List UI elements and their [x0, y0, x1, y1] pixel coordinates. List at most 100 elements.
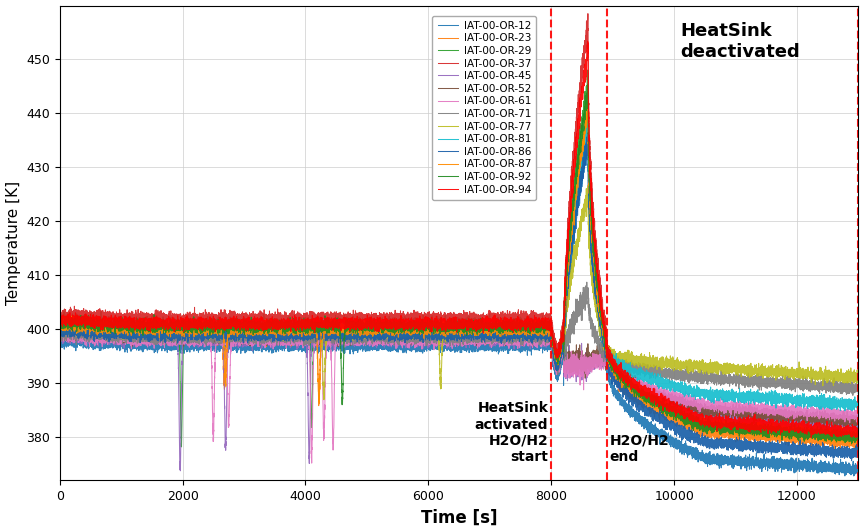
IAT-00-OR-61	[173, 336, 183, 343]
Line: IAT-00-OR-81: IAT-00-OR-81	[60, 120, 859, 411]
IAT-00-OR-61	[55, 325, 66, 331]
IAT-00-OR-86	[418, 332, 429, 338]
IAT-00-OR-87	[329, 322, 340, 328]
IAT-00-OR-86	[854, 447, 864, 454]
IAT-00-OR-92	[854, 430, 864, 436]
IAT-00-OR-37	[54, 316, 65, 322]
IAT-00-OR-81	[840, 408, 850, 414]
IAT-00-OR-77	[319, 396, 329, 403]
IAT-00-OR-37	[329, 311, 340, 318]
IAT-00-OR-12	[582, 129, 593, 136]
IAT-00-OR-29	[787, 424, 797, 430]
IAT-00-OR-87	[786, 433, 797, 439]
IAT-00-OR-86	[423, 327, 434, 334]
IAT-00-OR-94	[854, 425, 864, 431]
Line: IAT-00-OR-37: IAT-00-OR-37	[60, 14, 859, 439]
Line: IAT-00-OR-52: IAT-00-OR-52	[60, 326, 859, 429]
Y-axis label: Temperature [K]: Temperature [K]	[5, 181, 21, 305]
IAT-00-OR-45	[423, 336, 434, 343]
IAT-00-OR-12	[854, 470, 864, 476]
IAT-00-OR-94	[418, 319, 429, 325]
IAT-00-OR-37	[418, 314, 429, 321]
IAT-00-OR-23	[329, 334, 340, 340]
IAT-00-OR-92	[847, 440, 857, 447]
IAT-00-OR-45	[329, 341, 340, 347]
IAT-00-OR-37	[582, 11, 593, 17]
IAT-00-OR-77	[787, 371, 797, 378]
IAT-00-OR-77	[418, 327, 429, 334]
IAT-00-OR-45	[161, 336, 171, 342]
IAT-00-OR-29	[172, 320, 182, 326]
IAT-00-OR-94	[161, 322, 171, 329]
IAT-00-OR-81	[418, 323, 429, 330]
IAT-00-OR-29	[176, 444, 187, 450]
IAT-00-OR-81	[161, 325, 171, 331]
IAT-00-OR-77	[161, 331, 171, 337]
IAT-00-OR-52	[423, 335, 434, 342]
IAT-00-OR-61	[329, 370, 340, 377]
IAT-00-OR-92	[329, 328, 340, 334]
IAT-00-OR-12	[54, 338, 65, 345]
IAT-00-OR-37	[786, 426, 797, 432]
Text: H2O/H2
end: H2O/H2 end	[610, 434, 670, 464]
IAT-00-OR-71	[848, 392, 858, 398]
IAT-00-OR-29	[423, 322, 434, 329]
IAT-00-OR-94	[423, 319, 434, 325]
IAT-00-OR-87	[844, 441, 854, 447]
IAT-00-OR-37	[172, 313, 182, 319]
IAT-00-OR-23	[583, 107, 594, 114]
IAT-00-OR-81	[172, 327, 182, 334]
IAT-00-OR-45	[172, 344, 182, 351]
Line: IAT-00-OR-12: IAT-00-OR-12	[60, 132, 859, 476]
IAT-00-OR-87	[854, 431, 864, 438]
IAT-00-OR-45	[270, 327, 281, 334]
IAT-00-OR-92	[418, 319, 429, 325]
IAT-00-OR-77	[172, 331, 182, 338]
IAT-00-OR-37	[161, 314, 171, 321]
IAT-00-OR-71	[161, 334, 171, 340]
IAT-00-OR-61	[54, 334, 65, 340]
IAT-00-OR-92	[582, 81, 593, 87]
IAT-00-OR-77	[423, 330, 434, 336]
IAT-00-OR-12	[418, 339, 429, 345]
IAT-00-OR-23	[418, 332, 429, 339]
IAT-00-OR-87	[161, 319, 171, 326]
IAT-00-OR-87	[582, 98, 593, 105]
IAT-00-OR-29	[854, 428, 864, 435]
IAT-00-OR-71	[172, 335, 182, 341]
IAT-00-OR-87	[54, 323, 65, 329]
IAT-00-OR-45	[54, 332, 65, 338]
IAT-00-OR-81	[423, 327, 434, 333]
IAT-00-OR-12	[172, 344, 182, 350]
IAT-00-OR-29	[54, 320, 65, 327]
IAT-00-OR-12	[848, 473, 859, 479]
Line: IAT-00-OR-92: IAT-00-OR-92	[60, 84, 859, 444]
IAT-00-OR-94	[54, 316, 65, 322]
Text: HeatSink
deactivated: HeatSink deactivated	[680, 22, 800, 61]
Line: IAT-00-OR-87: IAT-00-OR-87	[60, 102, 859, 444]
IAT-00-OR-81	[854, 402, 864, 408]
IAT-00-OR-29	[418, 323, 429, 330]
Line: IAT-00-OR-29: IAT-00-OR-29	[60, 70, 859, 447]
IAT-00-OR-81	[329, 328, 340, 335]
IAT-00-OR-86	[786, 448, 797, 454]
IAT-00-OR-87	[172, 327, 182, 334]
Line: IAT-00-OR-23: IAT-00-OR-23	[60, 111, 859, 450]
IAT-00-OR-87	[418, 329, 429, 335]
IAT-00-OR-45	[787, 419, 797, 426]
IAT-00-OR-52	[80, 323, 91, 329]
IAT-00-OR-92	[172, 324, 182, 330]
IAT-00-OR-92	[786, 433, 797, 439]
IAT-00-OR-29	[329, 322, 340, 328]
Line: IAT-00-OR-94: IAT-00-OR-94	[60, 41, 859, 438]
IAT-00-OR-71	[329, 334, 340, 340]
IAT-00-OR-77	[54, 320, 65, 326]
IAT-00-OR-52	[848, 426, 858, 433]
IAT-00-OR-92	[423, 322, 434, 329]
IAT-00-OR-52	[854, 412, 864, 419]
IAT-00-OR-23	[854, 443, 864, 450]
IAT-00-OR-94	[329, 318, 340, 325]
IAT-00-OR-23	[423, 332, 434, 339]
IAT-00-OR-81	[54, 325, 65, 331]
IAT-00-OR-61	[787, 405, 797, 412]
